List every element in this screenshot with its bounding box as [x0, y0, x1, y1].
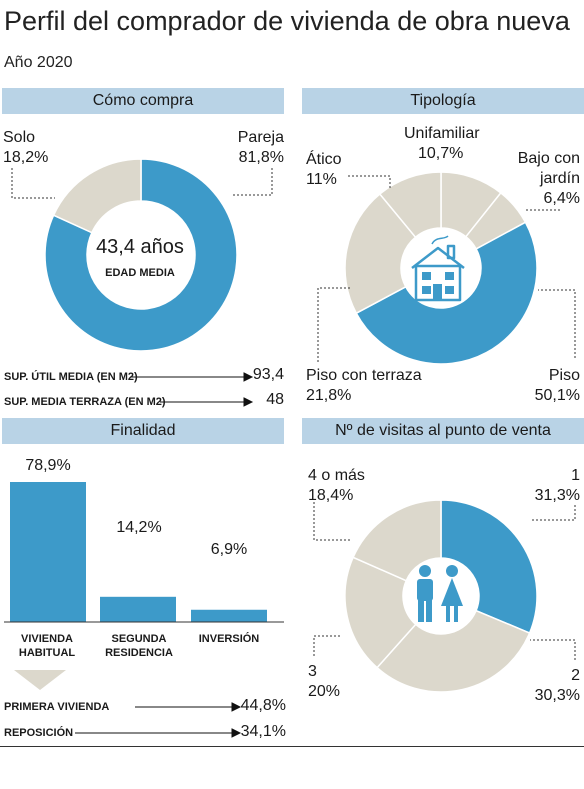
section-header-como-compra: Cómo compra — [2, 88, 284, 114]
label-bajo-name1: Bajo con — [517, 150, 580, 167]
label-v1-pct: 31,3% — [534, 487, 580, 504]
label-v4-name: 4 o más — [308, 467, 365, 484]
donut-visitas — [344, 499, 538, 693]
arrow-terraza — [160, 397, 254, 407]
bar-2 — [100, 596, 176, 622]
label-v4-pct: 18,4% — [308, 487, 354, 504]
label-pareja-name: Pareja — [237, 129, 284, 146]
leader-line-pareja — [232, 168, 273, 196]
page-subtitle: Año 2020 — [4, 54, 73, 71]
down-arrow-shape — [14, 670, 66, 690]
category-label-2b: RESIDENCIA — [105, 647, 173, 659]
bar-1 — [10, 482, 86, 622]
label-bajo-pct: 6,4% — [543, 190, 580, 207]
label-unifamiliar-name: Unifamiliar — [404, 125, 480, 142]
house-icon — [411, 235, 465, 302]
label-bajo-name2: jardín — [539, 170, 580, 187]
slice-piso — [355, 221, 538, 365]
label-reposicion: REPOSICIÓN — [4, 727, 74, 739]
leader-line-2 — [530, 639, 576, 660]
page-title: Perfil del comprador de vivienda de obra… — [4, 6, 570, 36]
donut-como-compra — [44, 158, 238, 352]
label-v2-name: 2 — [571, 667, 580, 684]
section-header-visitas: Nº de visitas al punto de venta — [302, 418, 584, 444]
slice-atico — [378, 171, 442, 239]
footer-rule — [0, 746, 584, 747]
label-atico-name: Ático — [306, 151, 342, 168]
leader-line-piso — [538, 289, 576, 358]
label-sup-util: SUP. ÚTIL MEDIA (EN M2) — [4, 371, 138, 383]
label-v1-name: 1 — [571, 467, 580, 484]
label-solo-pct: 18,2% — [3, 149, 49, 166]
value-sup-terraza: 48 — [266, 391, 284, 408]
category-label-1a: VIVIENDA — [21, 633, 73, 645]
arrow-primera — [135, 702, 242, 712]
bar-3 — [191, 609, 267, 622]
slice-v4 — [352, 499, 442, 582]
bar-chart-finalidad — [4, 482, 284, 623]
label-sup-terraza: SUP. MEDIA TERRAZA (EN M2) — [4, 396, 166, 408]
label-atico-pct: 11% — [306, 171, 337, 188]
slice-v1 — [440, 499, 538, 634]
center-label-edad: EDAD MEDIA — [105, 267, 175, 279]
label-piso-name: Piso — [548, 367, 580, 384]
slice-v3 — [344, 556, 417, 669]
label-solo-name: Solo — [3, 129, 36, 146]
slice-solo — [52, 158, 142, 234]
leader-line-1 — [530, 505, 576, 521]
leader-line-4omas — [313, 502, 350, 541]
arrow-util — [130, 372, 254, 382]
label-terraza-pct: 21,8% — [306, 387, 352, 404]
label-pareja-pct: 81,8% — [238, 149, 284, 166]
section-header-tipologia: Tipología — [302, 88, 584, 114]
slice-piso-con-terraza — [344, 192, 417, 315]
bar-label-2: 14,2% — [116, 519, 162, 536]
value-sup-util: 93,4 — [252, 366, 284, 383]
leader-line-3 — [313, 635, 340, 656]
arrow-reposicion — [75, 728, 242, 738]
section-header-finalidad: Finalidad — [2, 418, 284, 444]
leader-line-terraza — [317, 287, 350, 362]
value-reposicion: 34,1% — [240, 723, 286, 740]
slice-v2 — [376, 609, 531, 693]
bar-label-1: 78,9% — [25, 457, 71, 474]
category-label-2a: SEGUNDA — [111, 633, 167, 645]
couple-icon — [417, 565, 463, 622]
label-v3-pct: 20% — [308, 683, 341, 700]
label-unifamiliar-pct: 10,7% — [418, 145, 464, 162]
center-value-edad: 43,4 años — [96, 236, 184, 258]
value-primera-vivienda: 44,8% — [240, 697, 286, 714]
label-v2-pct: 30,3% — [534, 687, 580, 704]
category-label-1b: HABITUAL — [18, 647, 76, 659]
leader-line-solo — [11, 168, 55, 199]
donut-tipologia — [344, 171, 538, 365]
leader-line-atico — [348, 175, 391, 188]
category-label-3a: INVERSIÓN — [198, 633, 260, 645]
slice-pareja — [44, 158, 238, 352]
label-piso-pct: 50,1% — [534, 387, 580, 404]
label-terraza-name: Piso con terraza — [306, 367, 422, 384]
bar-label-3: 6,9% — [210, 541, 248, 558]
label-v3-name: 3 — [308, 663, 317, 680]
label-primera-vivienda: PRIMERA VIVIENDA — [4, 701, 110, 713]
